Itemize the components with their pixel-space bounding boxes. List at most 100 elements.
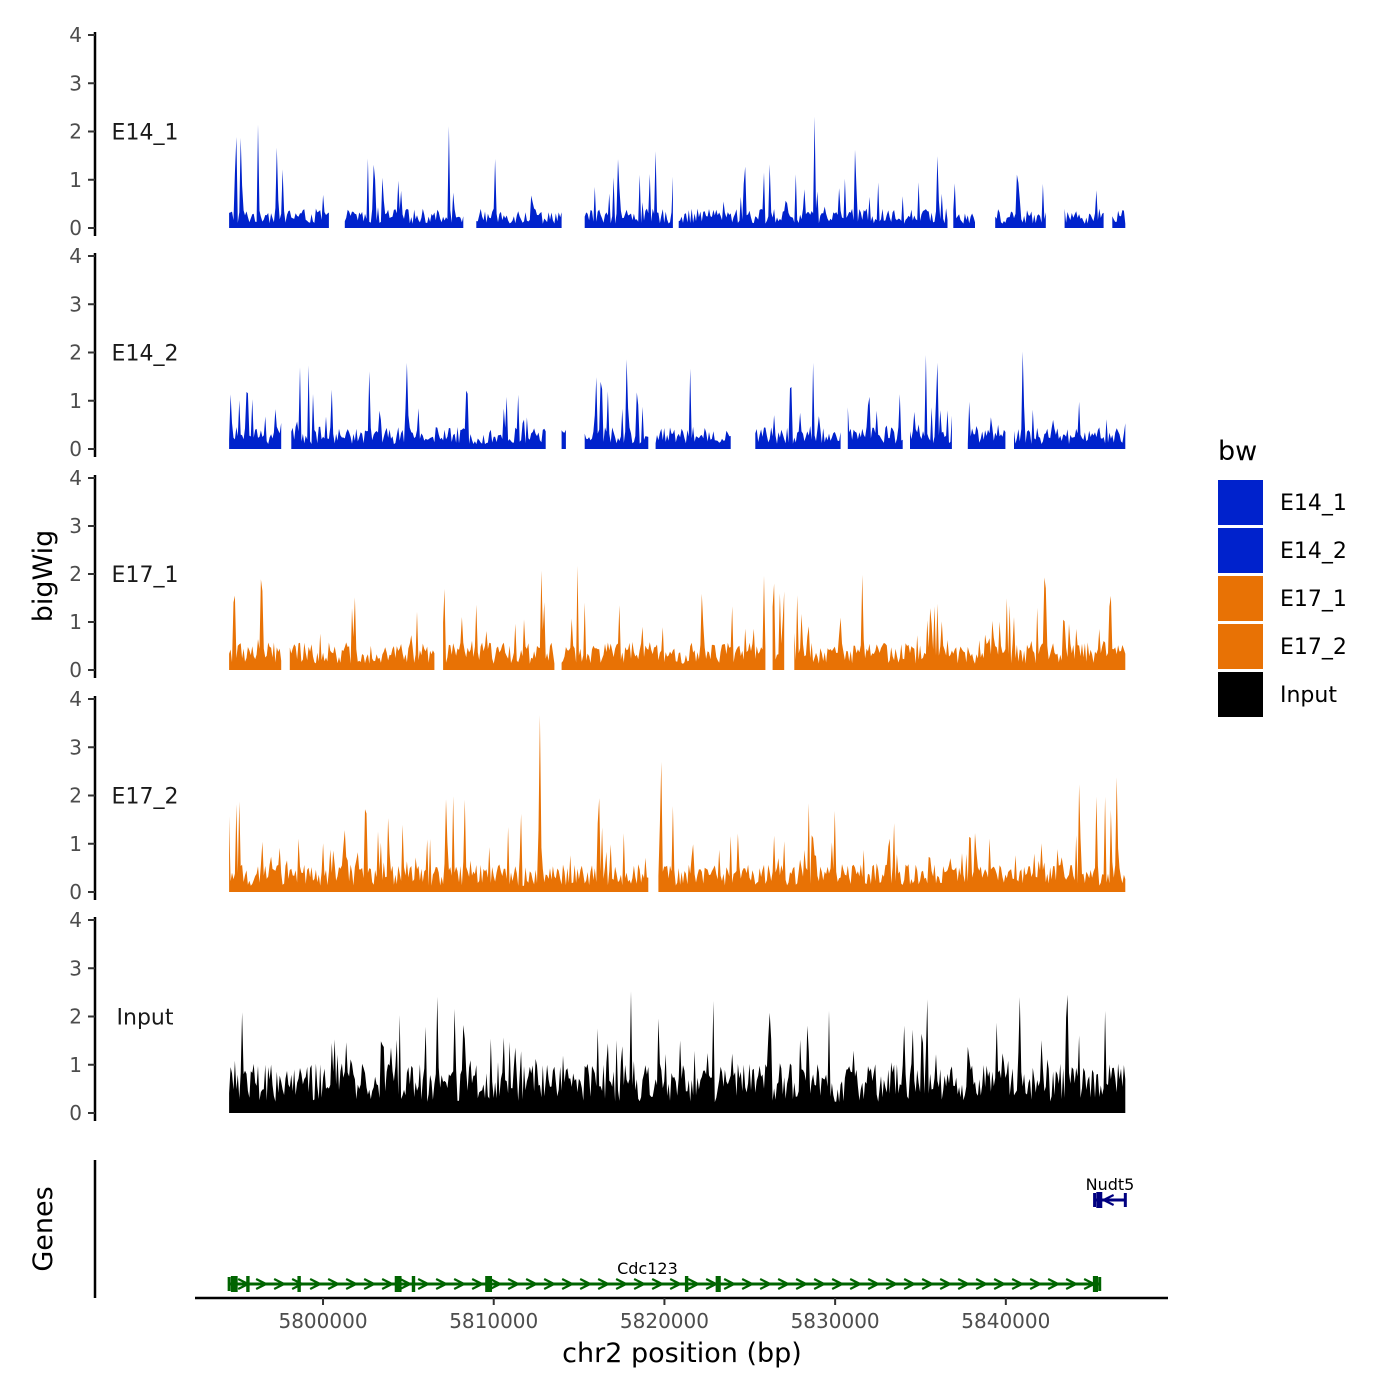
coverage-area-Input bbox=[229, 991, 1126, 1113]
y-tick-label: 0 bbox=[69, 1101, 82, 1125]
coverage-area-E14_1 bbox=[584, 151, 673, 228]
y-tick-label: 3 bbox=[69, 735, 82, 759]
y-tick-label: 1 bbox=[69, 168, 82, 192]
strand-arrow bbox=[831, 1278, 845, 1290]
coverage-area-E14_2 bbox=[229, 392, 282, 449]
strand-arrow bbox=[399, 1278, 413, 1290]
coverage-area-E14_2 bbox=[291, 362, 546, 449]
coverage-area-E14_2 bbox=[655, 368, 731, 449]
strand-arrow bbox=[363, 1278, 377, 1290]
strand-arrow bbox=[417, 1278, 431, 1290]
track-label-E14_1: E14_1 bbox=[112, 121, 179, 146]
exon bbox=[230, 1276, 238, 1292]
y-tick-label: 3 bbox=[69, 71, 82, 95]
x-axis-title: chr2 position (bp) bbox=[562, 1338, 802, 1369]
coverage-area-E17_1 bbox=[229, 579, 282, 670]
legend-label: E17_2 bbox=[1280, 635, 1347, 660]
strand-arrow bbox=[309, 1278, 323, 1290]
coverage-area-E14_1 bbox=[1064, 190, 1104, 228]
coverage-area-E14_1 bbox=[344, 126, 464, 228]
strand-arrow bbox=[615, 1278, 629, 1290]
exon bbox=[684, 1276, 689, 1292]
strand-arrow bbox=[273, 1278, 287, 1290]
strand-arrow bbox=[561, 1278, 575, 1290]
legend-entry-Input: Input bbox=[1218, 672, 1337, 717]
strand-arrow bbox=[1047, 1278, 1061, 1290]
strand-arrow bbox=[885, 1278, 899, 1290]
y-tick-label: 2 bbox=[69, 120, 82, 144]
y-tick-label: 1 bbox=[69, 389, 82, 413]
y-tick-label: 2 bbox=[69, 341, 82, 365]
exon bbox=[715, 1276, 721, 1292]
legend-label: E17_1 bbox=[1280, 587, 1347, 612]
strand-arrow bbox=[579, 1278, 593, 1290]
strand-arrow bbox=[381, 1278, 395, 1290]
strand-arrow bbox=[327, 1278, 341, 1290]
exon bbox=[411, 1276, 416, 1292]
strand-arrow bbox=[507, 1278, 521, 1290]
coverage-area-E14_2 bbox=[561, 429, 566, 449]
genes-axis-title: Genes bbox=[28, 1186, 59, 1271]
exon bbox=[1092, 1276, 1099, 1292]
coverage-area-E17_2 bbox=[658, 761, 1126, 892]
coverage-area-E17_1 bbox=[561, 565, 766, 670]
legend-label: Input bbox=[1280, 683, 1337, 708]
coverage-area-E14_2 bbox=[967, 401, 1006, 449]
track-label-E14_2: E14_2 bbox=[112, 342, 179, 367]
legend-entry-E17_1: E17_1 bbox=[1218, 576, 1347, 621]
y-tick-label: 1 bbox=[69, 832, 82, 856]
coverage-area-E14_1 bbox=[953, 183, 975, 228]
strand-arrow bbox=[435, 1278, 449, 1290]
y-tick-label: 1 bbox=[69, 1053, 82, 1077]
track-label-E17_1: E17_1 bbox=[112, 563, 179, 588]
x-tick-label: 5820000 bbox=[620, 1309, 709, 1333]
track-label-E17_2: E17_2 bbox=[112, 785, 179, 810]
strand-arrow bbox=[777, 1278, 791, 1290]
strand-arrow bbox=[759, 1278, 773, 1290]
coverage-area-E17_2 bbox=[229, 715, 649, 892]
coverage-area-E14_1 bbox=[678, 116, 948, 228]
coverage-area-E14_1 bbox=[476, 158, 562, 228]
coverage-area-E14_1 bbox=[229, 124, 329, 228]
y-tick-label: 2 bbox=[69, 784, 82, 808]
strand-arrow bbox=[921, 1278, 935, 1290]
y-tick-label: 1 bbox=[69, 610, 82, 634]
strand-arrow bbox=[975, 1278, 989, 1290]
coverage-area-E17_1 bbox=[289, 597, 435, 670]
legend-entry-E14_1: E14_1 bbox=[1218, 480, 1347, 525]
y-tick-label: 4 bbox=[69, 908, 82, 932]
strand-arrow bbox=[255, 1278, 269, 1290]
y-tick-label: 0 bbox=[69, 880, 82, 904]
x-tick-label: 5800000 bbox=[278, 1309, 367, 1333]
track-Input: 0 1 2 3 4 Input bbox=[69, 908, 1126, 1125]
strand-arrow bbox=[1029, 1278, 1043, 1290]
coverage-area-E14_1 bbox=[995, 174, 1046, 228]
exon bbox=[485, 1276, 493, 1292]
legend-swatch bbox=[1218, 480, 1263, 525]
legend-entry-E14_2: E14_2 bbox=[1218, 528, 1347, 573]
strand-arrow bbox=[723, 1278, 737, 1290]
strand-arrow bbox=[1101, 1194, 1115, 1206]
gene-label: Cdc123 bbox=[617, 1259, 678, 1278]
strand-arrow bbox=[867, 1278, 881, 1290]
strand-arrow bbox=[687, 1278, 701, 1290]
strand-arrow bbox=[471, 1278, 485, 1290]
y-tick-label: 2 bbox=[69, 1005, 82, 1029]
y-tick-label: 4 bbox=[69, 244, 82, 268]
strand-arrow bbox=[669, 1278, 683, 1290]
strand-arrow bbox=[813, 1278, 827, 1290]
coverage-area-E17_1 bbox=[794, 574, 1126, 670]
strand-arrow bbox=[957, 1278, 971, 1290]
legend-swatch bbox=[1218, 672, 1263, 717]
coverage-area-E14_1 bbox=[1112, 210, 1126, 228]
legend-label: E14_2 bbox=[1280, 539, 1347, 564]
y-tick-label: 3 bbox=[69, 514, 82, 538]
x-tick-label: 5830000 bbox=[791, 1309, 880, 1333]
coverage-area-E17_1 bbox=[772, 583, 785, 670]
coverage-area-E14_2 bbox=[584, 359, 649, 449]
y-tick-label: 2 bbox=[69, 562, 82, 586]
legend-swatch bbox=[1218, 624, 1263, 669]
strand-arrow bbox=[1011, 1278, 1025, 1290]
x-tick-label: 5810000 bbox=[449, 1309, 538, 1333]
exon bbox=[1096, 1192, 1103, 1208]
